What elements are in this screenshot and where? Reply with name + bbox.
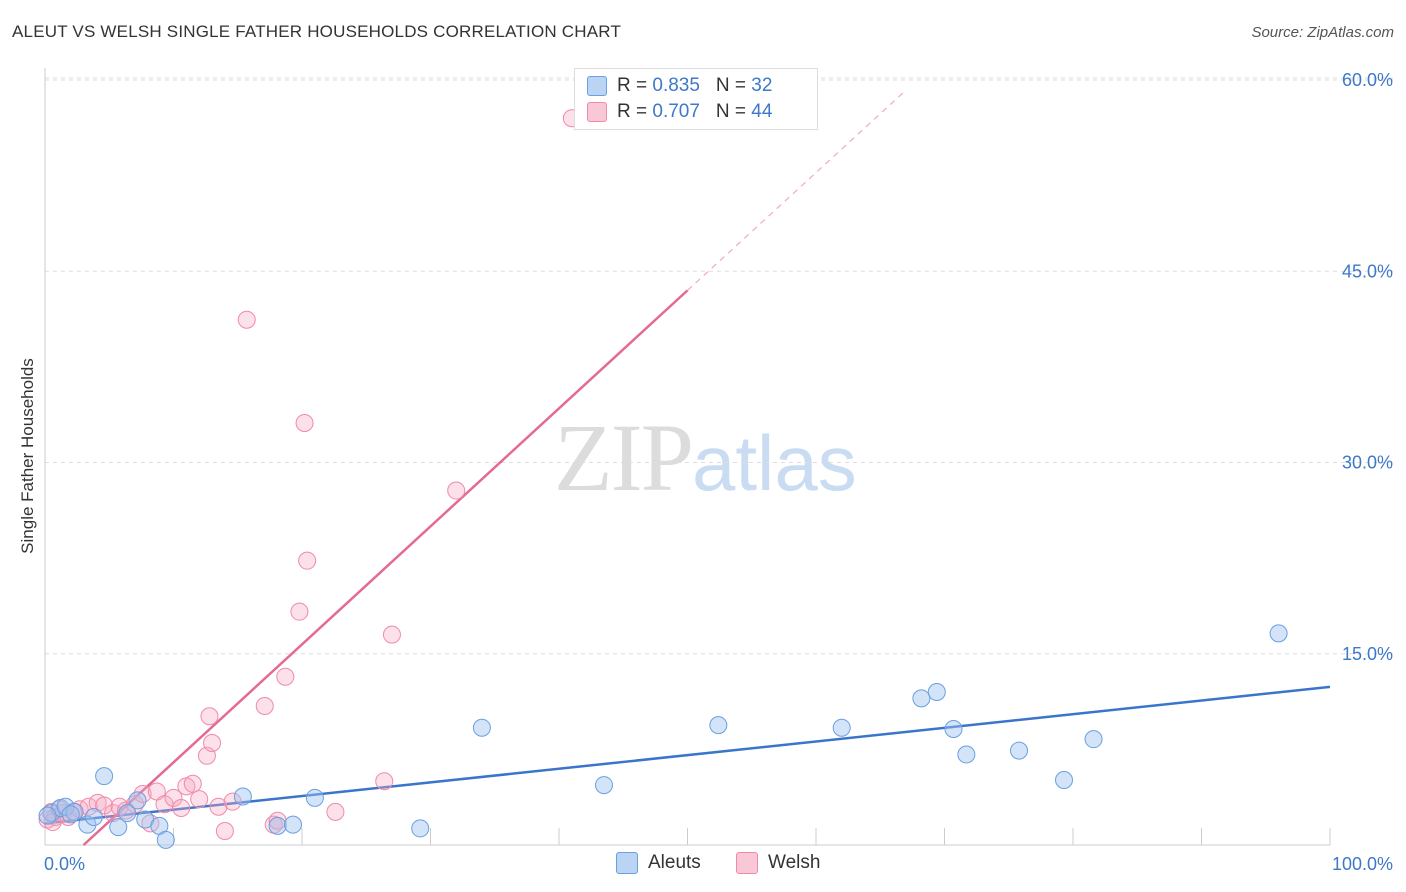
welsh-n-label: N = xyxy=(715,101,752,122)
aleut-point xyxy=(109,818,128,837)
aleut-r-label: R = xyxy=(617,75,653,96)
welsh-point xyxy=(203,734,222,752)
source-credit: Source: ZipAtlas.com xyxy=(1251,24,1394,41)
aleut-n-value: 32 xyxy=(751,75,773,96)
aleut-point xyxy=(944,719,963,738)
watermark-zip: ZIP xyxy=(554,404,694,511)
aleut-point xyxy=(594,776,613,795)
welsh-legend-label: Welsh xyxy=(768,852,821,874)
welsh-point xyxy=(382,625,401,644)
aleut-point xyxy=(305,788,324,807)
aleuts-legend-swatch xyxy=(616,852,638,874)
welsh-trendline xyxy=(82,289,689,846)
welsh-swatch xyxy=(587,101,607,122)
aleut-point xyxy=(95,767,114,786)
welsh-point xyxy=(268,811,287,830)
welsh-point xyxy=(209,797,228,816)
tick-labels: 15.0% 30.0% 45.0% 60.0% 0.0% 100.0% xyxy=(44,70,1393,874)
welsh-point xyxy=(95,796,114,815)
aleut-point xyxy=(84,807,103,826)
welsh-r-value: 0.707 xyxy=(652,101,700,122)
aleut-r-value: 0.835 xyxy=(652,75,700,96)
aleut-point xyxy=(1010,741,1029,760)
aleut-n-label: N = xyxy=(715,75,752,96)
aleut-point xyxy=(832,718,851,737)
welsh-point xyxy=(183,774,202,793)
aleut-point xyxy=(912,689,931,708)
welsh-point xyxy=(326,802,345,821)
welsh-r-label: R = xyxy=(617,101,653,122)
welsh-point xyxy=(155,795,174,814)
aleuts-legend-label: Aleuts xyxy=(648,852,701,874)
y-tick-label: 60.0% xyxy=(1342,70,1393,90)
aleut-point xyxy=(1084,730,1103,749)
y-tick-label: 30.0% xyxy=(1342,453,1393,473)
x-tick-label-max: 100.0% xyxy=(1332,854,1393,874)
aleut-point xyxy=(156,830,175,849)
legend-row-welsh: R = 0.707 N = 44 xyxy=(587,101,772,123)
aleut-point xyxy=(411,819,430,838)
aleut-point xyxy=(1055,770,1074,789)
welsh-point xyxy=(295,413,314,432)
aleut-point xyxy=(472,718,491,737)
axes xyxy=(44,68,1331,846)
welsh-point xyxy=(447,481,466,500)
welsh-point xyxy=(375,772,394,791)
aleut-point xyxy=(927,683,946,701)
aleut-point xyxy=(709,716,728,735)
aleut-trendline xyxy=(44,685,1331,825)
aleut-point xyxy=(38,806,57,825)
welsh-trendline-extension xyxy=(687,89,907,291)
welsh-point xyxy=(164,788,183,807)
welsh-point xyxy=(200,707,219,726)
welsh-point xyxy=(276,667,295,686)
data-points xyxy=(38,109,1288,849)
welsh-point xyxy=(223,792,242,811)
legend-item-welsh: Welsh xyxy=(736,852,820,874)
aleut-point xyxy=(118,804,137,823)
welsh-point xyxy=(298,551,317,570)
y-tick-label: 15.0% xyxy=(1342,644,1393,664)
aleut-point xyxy=(128,791,147,810)
aleut-point xyxy=(1269,624,1288,643)
welsh-point xyxy=(79,797,98,816)
aleut-point xyxy=(284,815,303,834)
welsh-point xyxy=(290,602,309,621)
welsh-point xyxy=(255,697,274,716)
correlation-legend: R = 0.835 N = 32 R = 0.707 N = 44 xyxy=(574,68,818,130)
aleut-point xyxy=(61,805,80,824)
chart-title: ALEUT VS WELSH SINGLE FATHER HOUSEHOLDS … xyxy=(12,22,622,41)
y-tick-label: 45.0% xyxy=(1342,261,1393,281)
aleut-point xyxy=(268,816,287,835)
welsh-point xyxy=(190,790,209,809)
aleut-point xyxy=(78,815,97,834)
x-tick-label-min: 0.0% xyxy=(44,854,85,874)
aleut-point xyxy=(233,787,252,806)
trendlines xyxy=(44,89,1331,846)
welsh-legend-swatch xyxy=(736,852,758,874)
aleut-point xyxy=(957,745,976,764)
welsh-n-value: 44 xyxy=(751,101,773,122)
welsh-point xyxy=(215,821,234,840)
gridlines xyxy=(45,77,1395,655)
welsh-point xyxy=(237,310,256,329)
legend-item-aleuts: Aleuts xyxy=(616,852,701,874)
legend-row-aleut: R = 0.835 N = 32 xyxy=(587,75,772,97)
welsh-point xyxy=(172,799,191,818)
aleut-swatch xyxy=(587,75,607,96)
